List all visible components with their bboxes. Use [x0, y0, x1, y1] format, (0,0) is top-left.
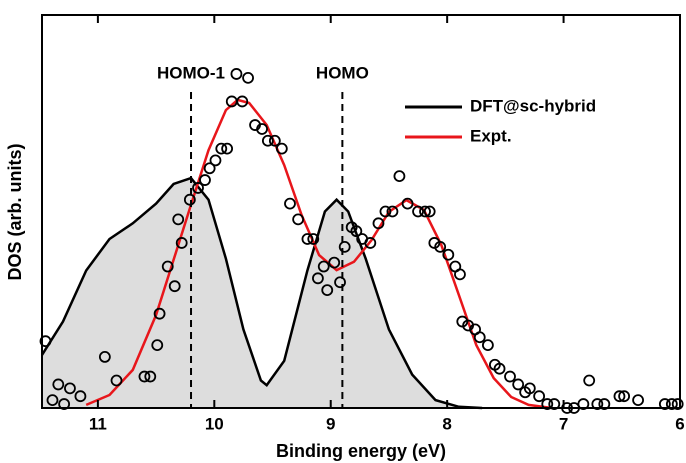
- data-point: [110, 374, 123, 387]
- data-point: [175, 237, 188, 249]
- data-point: [307, 233, 320, 245]
- data-point: [618, 390, 631, 403]
- data-point: [401, 197, 414, 210]
- data-point: [379, 205, 392, 218]
- x-axis-label: Binding energy (eV): [276, 441, 446, 461]
- x-tick-label: 6: [675, 414, 684, 433]
- data-point: [256, 123, 268, 135]
- data-point: [665, 398, 678, 410]
- x-tick-label: 8: [442, 414, 451, 433]
- data-point: [153, 307, 166, 320]
- data-point: [64, 382, 76, 395]
- data-point: [412, 205, 424, 218]
- data-point: [242, 71, 254, 84]
- data-point: [658, 398, 671, 410]
- data-point: [419, 205, 431, 218]
- x-tick-label: 7: [559, 414, 568, 433]
- data-point: [268, 134, 281, 147]
- data-point: [221, 142, 234, 155]
- data-point: [338, 240, 351, 253]
- data-point: [372, 217, 385, 230]
- data-point: [144, 370, 157, 383]
- data-point: [583, 374, 596, 387]
- data-point: [613, 390, 626, 403]
- data-point: [504, 370, 516, 383]
- data-point: [591, 398, 604, 410]
- data-point: [548, 398, 561, 410]
- data-point: [541, 398, 554, 410]
- data-point: [275, 142, 288, 155]
- line: [40, 176, 483, 410]
- data-point: [236, 95, 249, 108]
- area: [42, 178, 483, 408]
- data-point: [292, 213, 305, 226]
- data-point: [523, 382, 536, 395]
- x-tick-label: 11: [89, 414, 107, 433]
- data-point: [350, 225, 363, 238]
- data-point: [199, 174, 211, 186]
- data-point: [671, 398, 684, 410]
- data-point: [52, 378, 65, 391]
- data-point: [393, 170, 406, 183]
- data-point: [598, 398, 611, 410]
- legend-text: Expt.: [470, 126, 512, 145]
- data-point: [434, 240, 447, 253]
- data-point: [284, 197, 296, 210]
- data-point: [161, 260, 174, 273]
- data-point: [261, 134, 274, 147]
- data-point: [215, 142, 228, 155]
- data-point: [58, 398, 71, 410]
- y-axis-label: DOS (arb. units): [5, 143, 25, 280]
- data-point: [386, 205, 399, 218]
- data-point: [423, 205, 436, 218]
- data-point: [456, 315, 469, 328]
- data-point: [577, 398, 590, 410]
- data-point: [312, 272, 324, 285]
- data-point: [632, 394, 644, 407]
- data-point: [334, 276, 346, 289]
- data-point: [209, 154, 222, 167]
- data-point: [183, 193, 196, 206]
- data-point: [493, 362, 506, 375]
- data-point: [203, 162, 216, 175]
- x-tick-label: 9: [326, 414, 335, 433]
- data-point: [533, 390, 546, 403]
- data-point: [74, 390, 87, 403]
- data-point: [172, 213, 185, 226]
- data-point: [328, 256, 341, 269]
- data-point: [512, 378, 525, 391]
- x-tick-label: 10: [205, 414, 224, 433]
- data-point: [230, 68, 243, 80]
- data-point: [473, 331, 486, 344]
- annotation-label: HOMO-1: [157, 63, 225, 82]
- data-point: [151, 339, 164, 352]
- data-point: [98, 351, 111, 363]
- data-point: [192, 182, 204, 194]
- data-point: [428, 237, 441, 249]
- annotation-label: HOMO: [316, 63, 369, 82]
- data-point: [321, 284, 334, 297]
- data-point: [454, 268, 466, 281]
- plot-frame: [41, 14, 681, 409]
- data-point: [442, 248, 455, 261]
- data-point: [46, 394, 59, 407]
- data-point: [39, 335, 52, 348]
- legend-text: DFT@sc-hybrid: [470, 96, 596, 115]
- data-point: [168, 280, 181, 293]
- data-point: [301, 233, 314, 245]
- data-point: [482, 339, 494, 352]
- data-point: [138, 370, 151, 383]
- data-point: [364, 237, 377, 249]
- data-point: [317, 260, 330, 273]
